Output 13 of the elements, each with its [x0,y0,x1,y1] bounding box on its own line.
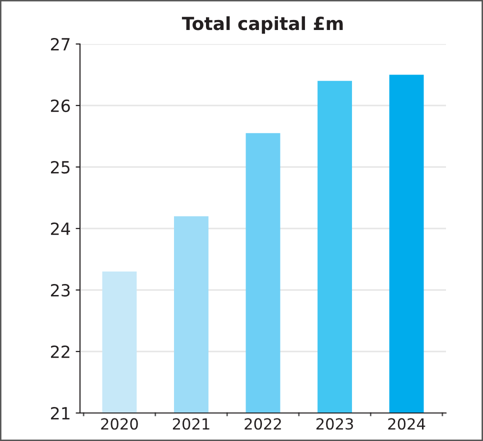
y-tick-label: 22 [50,345,70,358]
x-tick-label: 2022 [244,418,281,430]
y-tick-label: 26 [50,99,70,112]
y-tick-label: 27 [50,38,70,50]
y-tick-label: 21 [50,406,70,420]
x-tick-label: 2023 [316,418,353,430]
x-tick-label: 2021 [172,418,210,430]
y-tick-label: 25 [50,160,70,174]
x-tick-label: 2020 [101,418,138,430]
x-tick-label: 2024 [388,418,426,430]
y-tick-label: 23 [50,284,70,297]
chart-title: Total capital £m [182,16,343,34]
y-tick-label: 24 [50,222,70,235]
